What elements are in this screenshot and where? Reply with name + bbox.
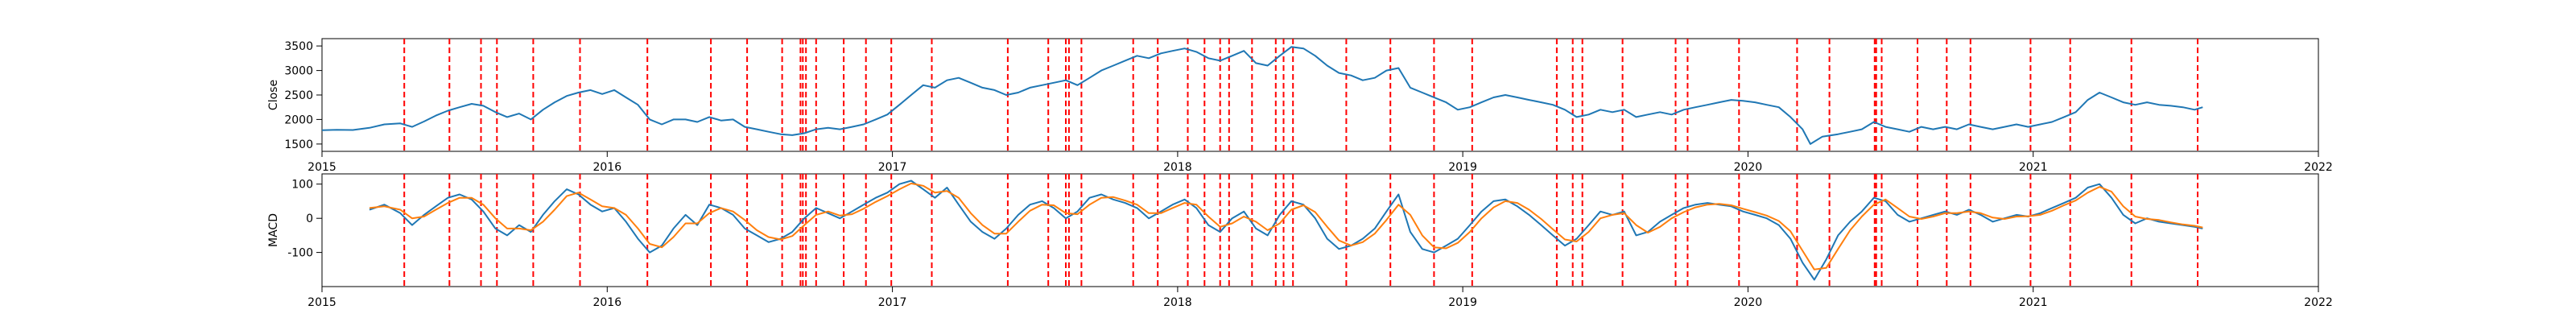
macd-y-axis: -100 0 100 [287,179,322,260]
macd-x-axis: 2015 2016 2017 2018 2019 2020 2021 2022 [308,287,2333,309]
close-series-line-0 [321,46,2203,145]
close-marker-lines [403,39,2198,151]
macd-ytick-label-1: 0 [306,213,313,225]
macd-xtick-label-2: 2017 [878,296,907,309]
close-xtick-label-1: 2016 [592,161,621,174]
close-xtick-label-3: 2018 [1163,161,1192,174]
macd-xtick-label-7: 2022 [2304,296,2333,309]
macd-ytick-label-0: -100 [287,247,313,260]
macd-panel: -100 0 100 2015 2016 2017 2018 2019 2020 2021 202… [267,173,2333,309]
macd-xtick-label-5: 2020 [1734,296,1763,309]
close-y-axis-label: Close [267,80,280,110]
close-xtick-label-6: 2021 [2019,161,2048,174]
close-xtick-label-7: 2022 [2304,161,2333,174]
close-axes-frame [321,38,2319,152]
macd-xtick-label-4: 2019 [1448,296,1477,309]
macd-xtick-label-0: 2015 [308,296,336,309]
close-xtick-label-0: 2015 [308,161,336,174]
macd-series-line-0 [369,180,2203,281]
macd-xtick-label-6: 2021 [2019,296,2048,309]
close-x-axis: 2015 2016 2017 2018 2019 2020 2021 2022 [308,151,2333,174]
macd-y-axis-label: MACD [267,213,280,247]
macd-axes-frame [321,173,2319,287]
close-ytick-label-0: 1500 [284,138,313,151]
close-series-group [321,46,2203,145]
close-ytick-label-4: 3500 [284,40,313,53]
macd-ytick-label-2: 100 [291,179,313,192]
macd-xtick-label-3: 2018 [1163,296,1192,309]
close-y-axis: 1500 2000 2500 3000 3500 [284,40,322,151]
close-xtick-label-5: 2020 [1734,161,1763,174]
macd-series-group [369,180,2203,281]
close-xtick-label-4: 2019 [1448,161,1477,174]
close-ytick-label-3: 3000 [284,65,313,78]
macd-xtick-label-1: 2016 [592,296,621,309]
close-xtick-label-2: 2017 [878,161,907,174]
macd-series-line-1 [369,182,2203,270]
close-ytick-label-2: 2500 [284,89,313,102]
close-ytick-label-1: 2000 [284,114,313,126]
macd-marker-lines [403,174,2198,287]
